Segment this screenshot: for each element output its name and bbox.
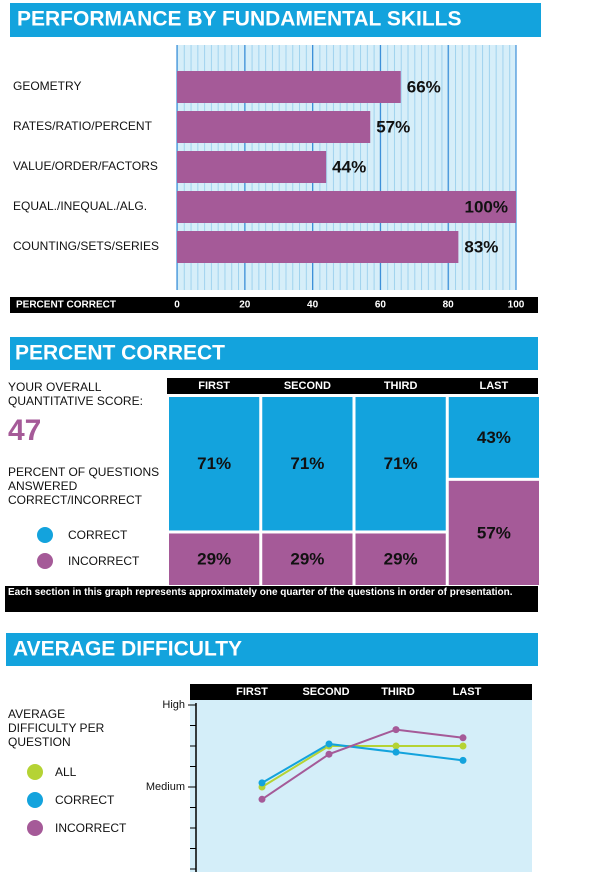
value-label: 57% xyxy=(477,523,511,542)
column-label: FIRST xyxy=(198,380,230,392)
category-label: COUNTING/SETS/SERIES xyxy=(13,239,159,253)
column-header-bar xyxy=(167,378,538,394)
x-tick-label: 40 xyxy=(307,300,319,311)
category-label: RATES/RATIO/PERCENT xyxy=(13,119,153,133)
column-label: LAST xyxy=(480,380,509,392)
point xyxy=(392,742,400,750)
point xyxy=(392,748,400,756)
value-label: 29% xyxy=(384,550,418,569)
segment xyxy=(355,533,446,585)
bar xyxy=(177,111,371,143)
score: 47 xyxy=(8,414,41,447)
x-axis-label: PERCENT CORRECT xyxy=(16,300,116,311)
segment xyxy=(169,533,260,585)
segment xyxy=(355,397,446,531)
column-label: SECOND xyxy=(284,380,331,392)
point xyxy=(392,726,400,734)
segment xyxy=(448,480,539,585)
segment xyxy=(169,397,260,531)
score-label: YOUR OVERALL QUANTITATIVE SCORE: xyxy=(8,380,143,408)
legend-swatch xyxy=(27,764,43,780)
legend-swatch xyxy=(37,527,53,543)
note: Each section in this graph represents ap… xyxy=(8,587,513,598)
bar xyxy=(177,191,516,223)
point xyxy=(258,795,266,803)
y-tick-label: High xyxy=(162,699,185,711)
value-label: 44% xyxy=(332,157,366,176)
value-label: 71% xyxy=(197,454,231,473)
category-label: EQUAL./INEQUAL./ALG. xyxy=(13,199,147,213)
axis-bar xyxy=(10,297,538,313)
point xyxy=(459,742,467,750)
header-bar xyxy=(10,3,541,37)
legend-label: INCORRECT xyxy=(68,554,140,568)
segment xyxy=(448,397,539,478)
value-label: 29% xyxy=(197,550,231,569)
value-label: 43% xyxy=(477,428,511,447)
segment xyxy=(262,533,353,585)
legend-swatch xyxy=(27,792,43,808)
value-label: 57% xyxy=(376,117,410,136)
value-label: 71% xyxy=(384,454,418,473)
x-tick-label: 100 xyxy=(508,300,525,311)
legend-label: INCORRECT xyxy=(55,821,127,835)
section-title: PERCENT CORRECT xyxy=(15,342,225,365)
x-tick-label: 20 xyxy=(239,300,251,311)
legend-label: CORRECT xyxy=(55,793,115,807)
column-label: THIRD xyxy=(384,380,418,392)
bar xyxy=(177,151,327,183)
legend-title: AVERAGE DIFFICULTY PER QUESTION xyxy=(8,707,105,749)
series-line xyxy=(261,742,464,784)
legend-swatch xyxy=(27,820,43,836)
segment xyxy=(262,397,353,531)
section-title: PERFORMANCE BY FUNDAMENTAL SKILLS xyxy=(17,8,462,31)
point xyxy=(325,750,333,758)
column-label: FIRST xyxy=(236,686,268,698)
point xyxy=(459,756,467,764)
header-bar xyxy=(6,633,538,666)
header-bar xyxy=(10,337,538,370)
x-tick-label: 0 xyxy=(174,300,180,311)
legend-title: PERCENT OF QUESTIONS ANSWERED CORRECT/IN… xyxy=(8,465,160,507)
column-label: LAST xyxy=(453,686,482,698)
x-tick-label: 60 xyxy=(375,300,387,311)
note-bar xyxy=(5,586,538,612)
plot-background xyxy=(190,700,532,872)
column-label: THIRD xyxy=(381,686,415,698)
bar xyxy=(177,71,401,103)
category-label: GEOMETRY xyxy=(13,79,81,93)
value-label: 83% xyxy=(464,237,498,256)
value-label: 100% xyxy=(465,197,508,216)
series-line xyxy=(261,745,463,788)
legend-label: ALL xyxy=(55,765,77,779)
series-line xyxy=(261,728,464,801)
column-label: SECOND xyxy=(302,686,349,698)
legend-swatch xyxy=(37,553,53,569)
legend-label: CORRECT xyxy=(68,528,128,542)
y-tick-label: Medium xyxy=(146,781,185,793)
point xyxy=(258,779,266,787)
category-label: VALUE/ORDER/FACTORS xyxy=(13,159,158,173)
value-label: 66% xyxy=(407,77,441,96)
value-label: 29% xyxy=(290,550,324,569)
column-header-bar xyxy=(190,684,532,700)
bar xyxy=(177,231,459,263)
point xyxy=(325,740,333,748)
x-tick-label: 80 xyxy=(443,300,455,311)
section-title: AVERAGE DIFFICULTY xyxy=(13,638,242,661)
point xyxy=(459,734,467,742)
value-label: 71% xyxy=(290,454,324,473)
